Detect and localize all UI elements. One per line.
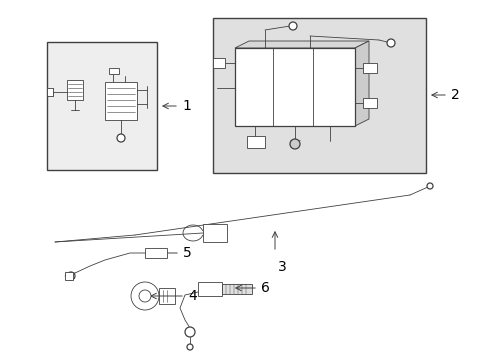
Text: 2: 2: [450, 88, 459, 102]
Text: 3: 3: [278, 260, 286, 274]
Text: 1: 1: [182, 99, 190, 113]
Circle shape: [426, 183, 432, 189]
Text: 5: 5: [183, 246, 191, 260]
Polygon shape: [354, 41, 368, 126]
Bar: [67, 80, 83, 100]
Bar: [222, 284, 251, 294]
Circle shape: [184, 327, 195, 337]
Bar: [47, 88, 53, 96]
Circle shape: [131, 282, 159, 310]
Bar: [213, 18, 425, 173]
Circle shape: [186, 344, 193, 350]
Bar: [47, 42, 157, 170]
Circle shape: [139, 290, 151, 302]
Polygon shape: [235, 41, 368, 48]
Bar: [198, 282, 222, 296]
Polygon shape: [362, 63, 376, 73]
Circle shape: [117, 134, 125, 142]
Bar: [235, 48, 354, 126]
Bar: [203, 224, 226, 242]
Polygon shape: [246, 136, 264, 148]
Circle shape: [386, 39, 394, 47]
Text: 4: 4: [187, 289, 196, 303]
Circle shape: [289, 139, 299, 149]
Bar: [105, 82, 137, 120]
Bar: [145, 248, 167, 258]
Bar: [159, 288, 175, 304]
Polygon shape: [362, 98, 376, 108]
Bar: [109, 68, 119, 74]
Polygon shape: [213, 58, 224, 68]
Circle shape: [288, 22, 296, 30]
Bar: [65, 272, 73, 280]
Text: 6: 6: [261, 281, 269, 295]
Circle shape: [67, 272, 75, 280]
